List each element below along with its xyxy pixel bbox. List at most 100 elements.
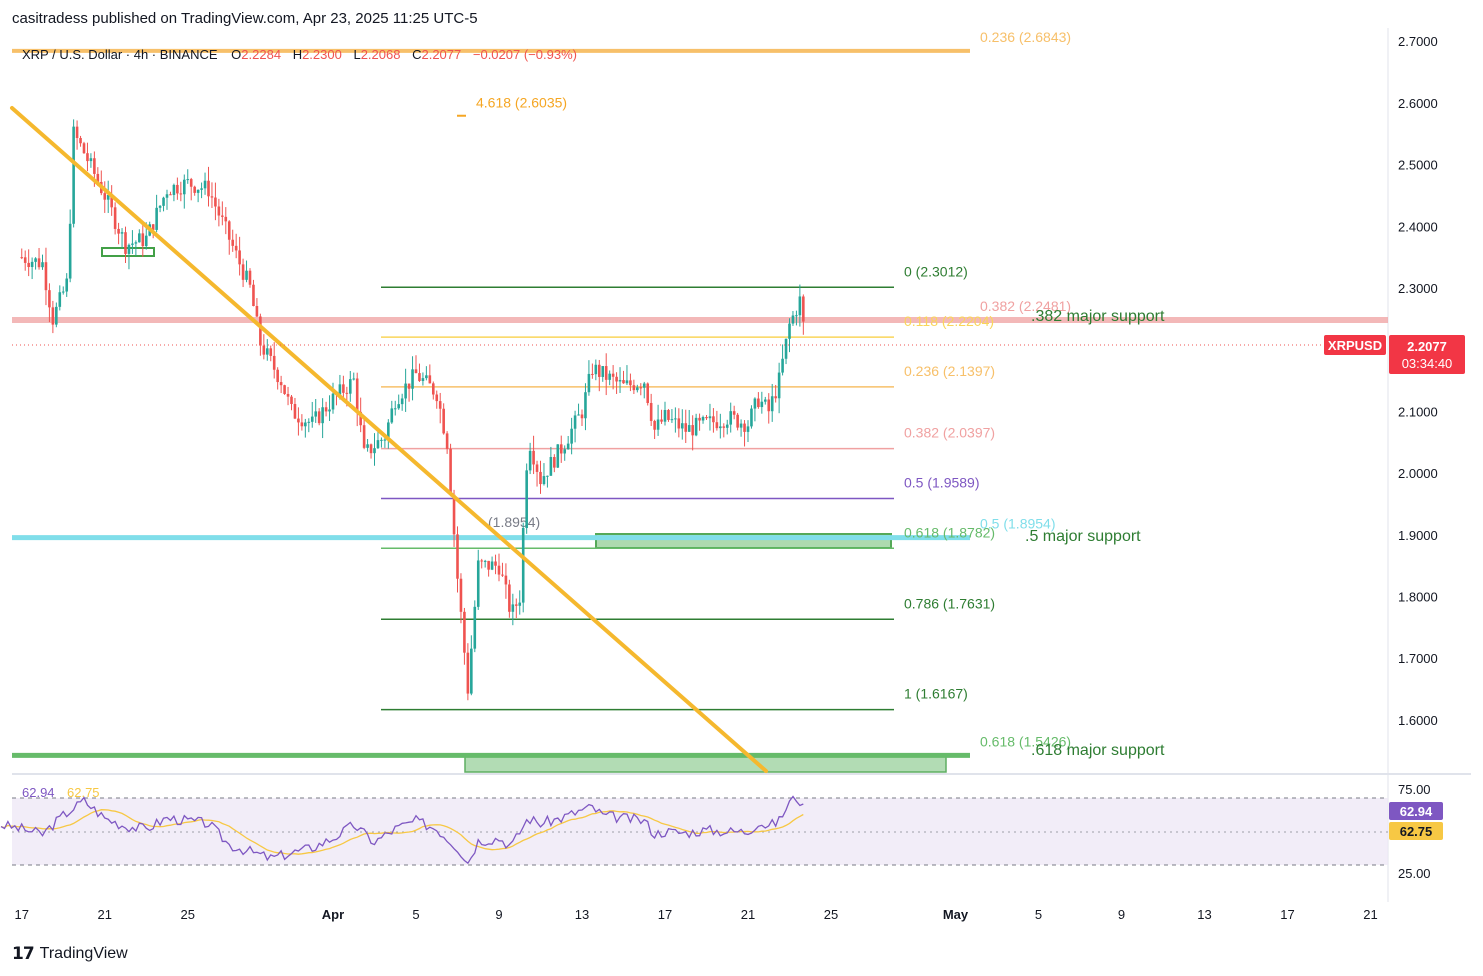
candle-body <box>348 379 352 394</box>
candle <box>131 230 134 254</box>
candle <box>86 142 89 172</box>
candle-body <box>297 418 300 423</box>
symbol-text[interactable]: XRP / U.S. Dollar · 4h · BINANCE <box>22 47 218 62</box>
time-tick-label: 5 <box>412 907 419 922</box>
candle-body <box>217 206 221 216</box>
candle-body <box>712 416 715 423</box>
time-tick-label: 17 <box>1280 907 1294 922</box>
candle-body <box>138 233 141 243</box>
candle-body <box>144 235 148 247</box>
candle-body <box>55 306 58 325</box>
candle-body <box>72 126 75 224</box>
candle <box>106 180 110 213</box>
candle-body <box>79 138 82 144</box>
candle-body <box>255 305 259 317</box>
candle-body <box>632 385 636 391</box>
candle <box>51 300 55 334</box>
candle-body <box>259 316 262 346</box>
descending-trendline[interactable] <box>10 106 768 773</box>
candle-body <box>352 378 356 380</box>
candle <box>369 443 373 459</box>
support-annotation[interactable]: .382 major support <box>1031 308 1165 325</box>
candle-body <box>767 399 771 412</box>
rsi-pane[interactable]: 75.00 25.00 62.94 62.75 62.94 62.75 <box>0 782 1443 881</box>
candle-body <box>549 457 553 476</box>
candle <box>207 166 210 207</box>
support-annotation[interactable]: .5 major support <box>1025 528 1141 545</box>
candle-body <box>245 270 248 280</box>
candle-body <box>317 411 321 424</box>
candle-body <box>459 578 463 612</box>
candle <box>300 414 304 431</box>
candle-body <box>106 195 110 200</box>
support-zones[interactable] <box>101 247 947 773</box>
price-pane[interactable]: 2.70002.60002.50002.40002.30002.20002.10… <box>10 28 1471 902</box>
candle <box>138 229 141 243</box>
candle-body <box>525 470 528 528</box>
support-annotation[interactable]: .618 major support <box>1031 742 1165 759</box>
candle-body <box>393 408 397 410</box>
time-tick-label: Apr <box>322 907 344 922</box>
candle-body <box>629 380 632 386</box>
candle-body <box>646 383 650 403</box>
fib-label: 0.786 (1.7631) <box>904 595 995 611</box>
candle <box>760 391 764 414</box>
candle-body <box>642 383 646 388</box>
candle-body <box>625 380 629 384</box>
candle <box>553 454 556 473</box>
candle <box>165 189 169 210</box>
trendline[interactable] <box>10 106 768 773</box>
candle-body <box>470 648 473 694</box>
candle-body <box>113 207 117 229</box>
candle-body <box>387 422 390 440</box>
candle <box>390 400 394 424</box>
fib-retracement[interactable]: 0 (2.3012) 0.118 (2.2204) 0.236 (2.1397) 0.… <box>381 263 995 711</box>
candle <box>556 444 560 468</box>
fib-label: 0.5 (1.9589) <box>904 474 980 490</box>
ohlc-legend[interactable]: XRP / U.S. Dollar · 4h · BINANCE O2.2284… <box>22 47 577 62</box>
tradingview-logo[interactable]: 𝟭𝟳 TradingView <box>12 944 128 964</box>
candle-body <box>473 606 477 649</box>
candle-body <box>438 401 442 409</box>
candle-body <box>96 173 100 182</box>
candle <box>705 414 708 421</box>
candle-body <box>93 158 96 174</box>
candle <box>72 119 75 228</box>
candle <box>622 370 625 384</box>
annotations[interactable]: .382 major support .5 major support .618 m… <box>1025 308 1165 759</box>
candle-body <box>131 243 134 245</box>
candle <box>521 522 525 613</box>
price-tag-countdown: 03:34:40 <box>1402 356 1453 371</box>
candle <box>680 409 684 440</box>
candle-body <box>380 439 383 441</box>
candle-body <box>141 233 145 247</box>
price-axis[interactable]: 2.70002.60002.50002.40002.30002.20002.10… <box>1398 34 1438 728</box>
candle-body <box>214 197 217 207</box>
fib-label: 0 (2.3012) <box>904 263 968 279</box>
support-zone-low[interactable] <box>464 755 947 773</box>
candle <box>293 397 297 420</box>
candle-body <box>563 449 567 454</box>
candle-body <box>777 372 781 399</box>
candle <box>736 412 739 431</box>
candle <box>649 393 653 427</box>
candle-body <box>511 604 515 612</box>
candle-body <box>248 270 252 285</box>
long-level-label: 0.5 (1.8954) <box>980 516 1056 532</box>
high-value: 2.2300 <box>302 47 342 62</box>
rsi-legend-value: 62.94 <box>22 785 55 800</box>
candle-body <box>34 258 37 262</box>
candle <box>570 417 573 455</box>
candle-body <box>193 186 196 193</box>
candle-body <box>604 366 608 380</box>
candle-body <box>715 422 719 429</box>
time-axis[interactable]: 17 21 25 Apr 5 9 13 17 21 25 May 5 9 13 17 21 <box>15 907 1378 922</box>
candle-body <box>304 422 307 427</box>
long-fib-levels[interactable]: 0.236 (2.6843) 0.382 (2.2481) 0.5 (1.8954)… <box>12 29 1388 758</box>
candle-body <box>338 384 342 395</box>
candle <box>604 353 608 396</box>
candle <box>677 408 681 438</box>
current-price-tag[interactable]: XRPUSD 2.2077 03:34:40 <box>1324 335 1465 374</box>
candle <box>746 420 750 443</box>
